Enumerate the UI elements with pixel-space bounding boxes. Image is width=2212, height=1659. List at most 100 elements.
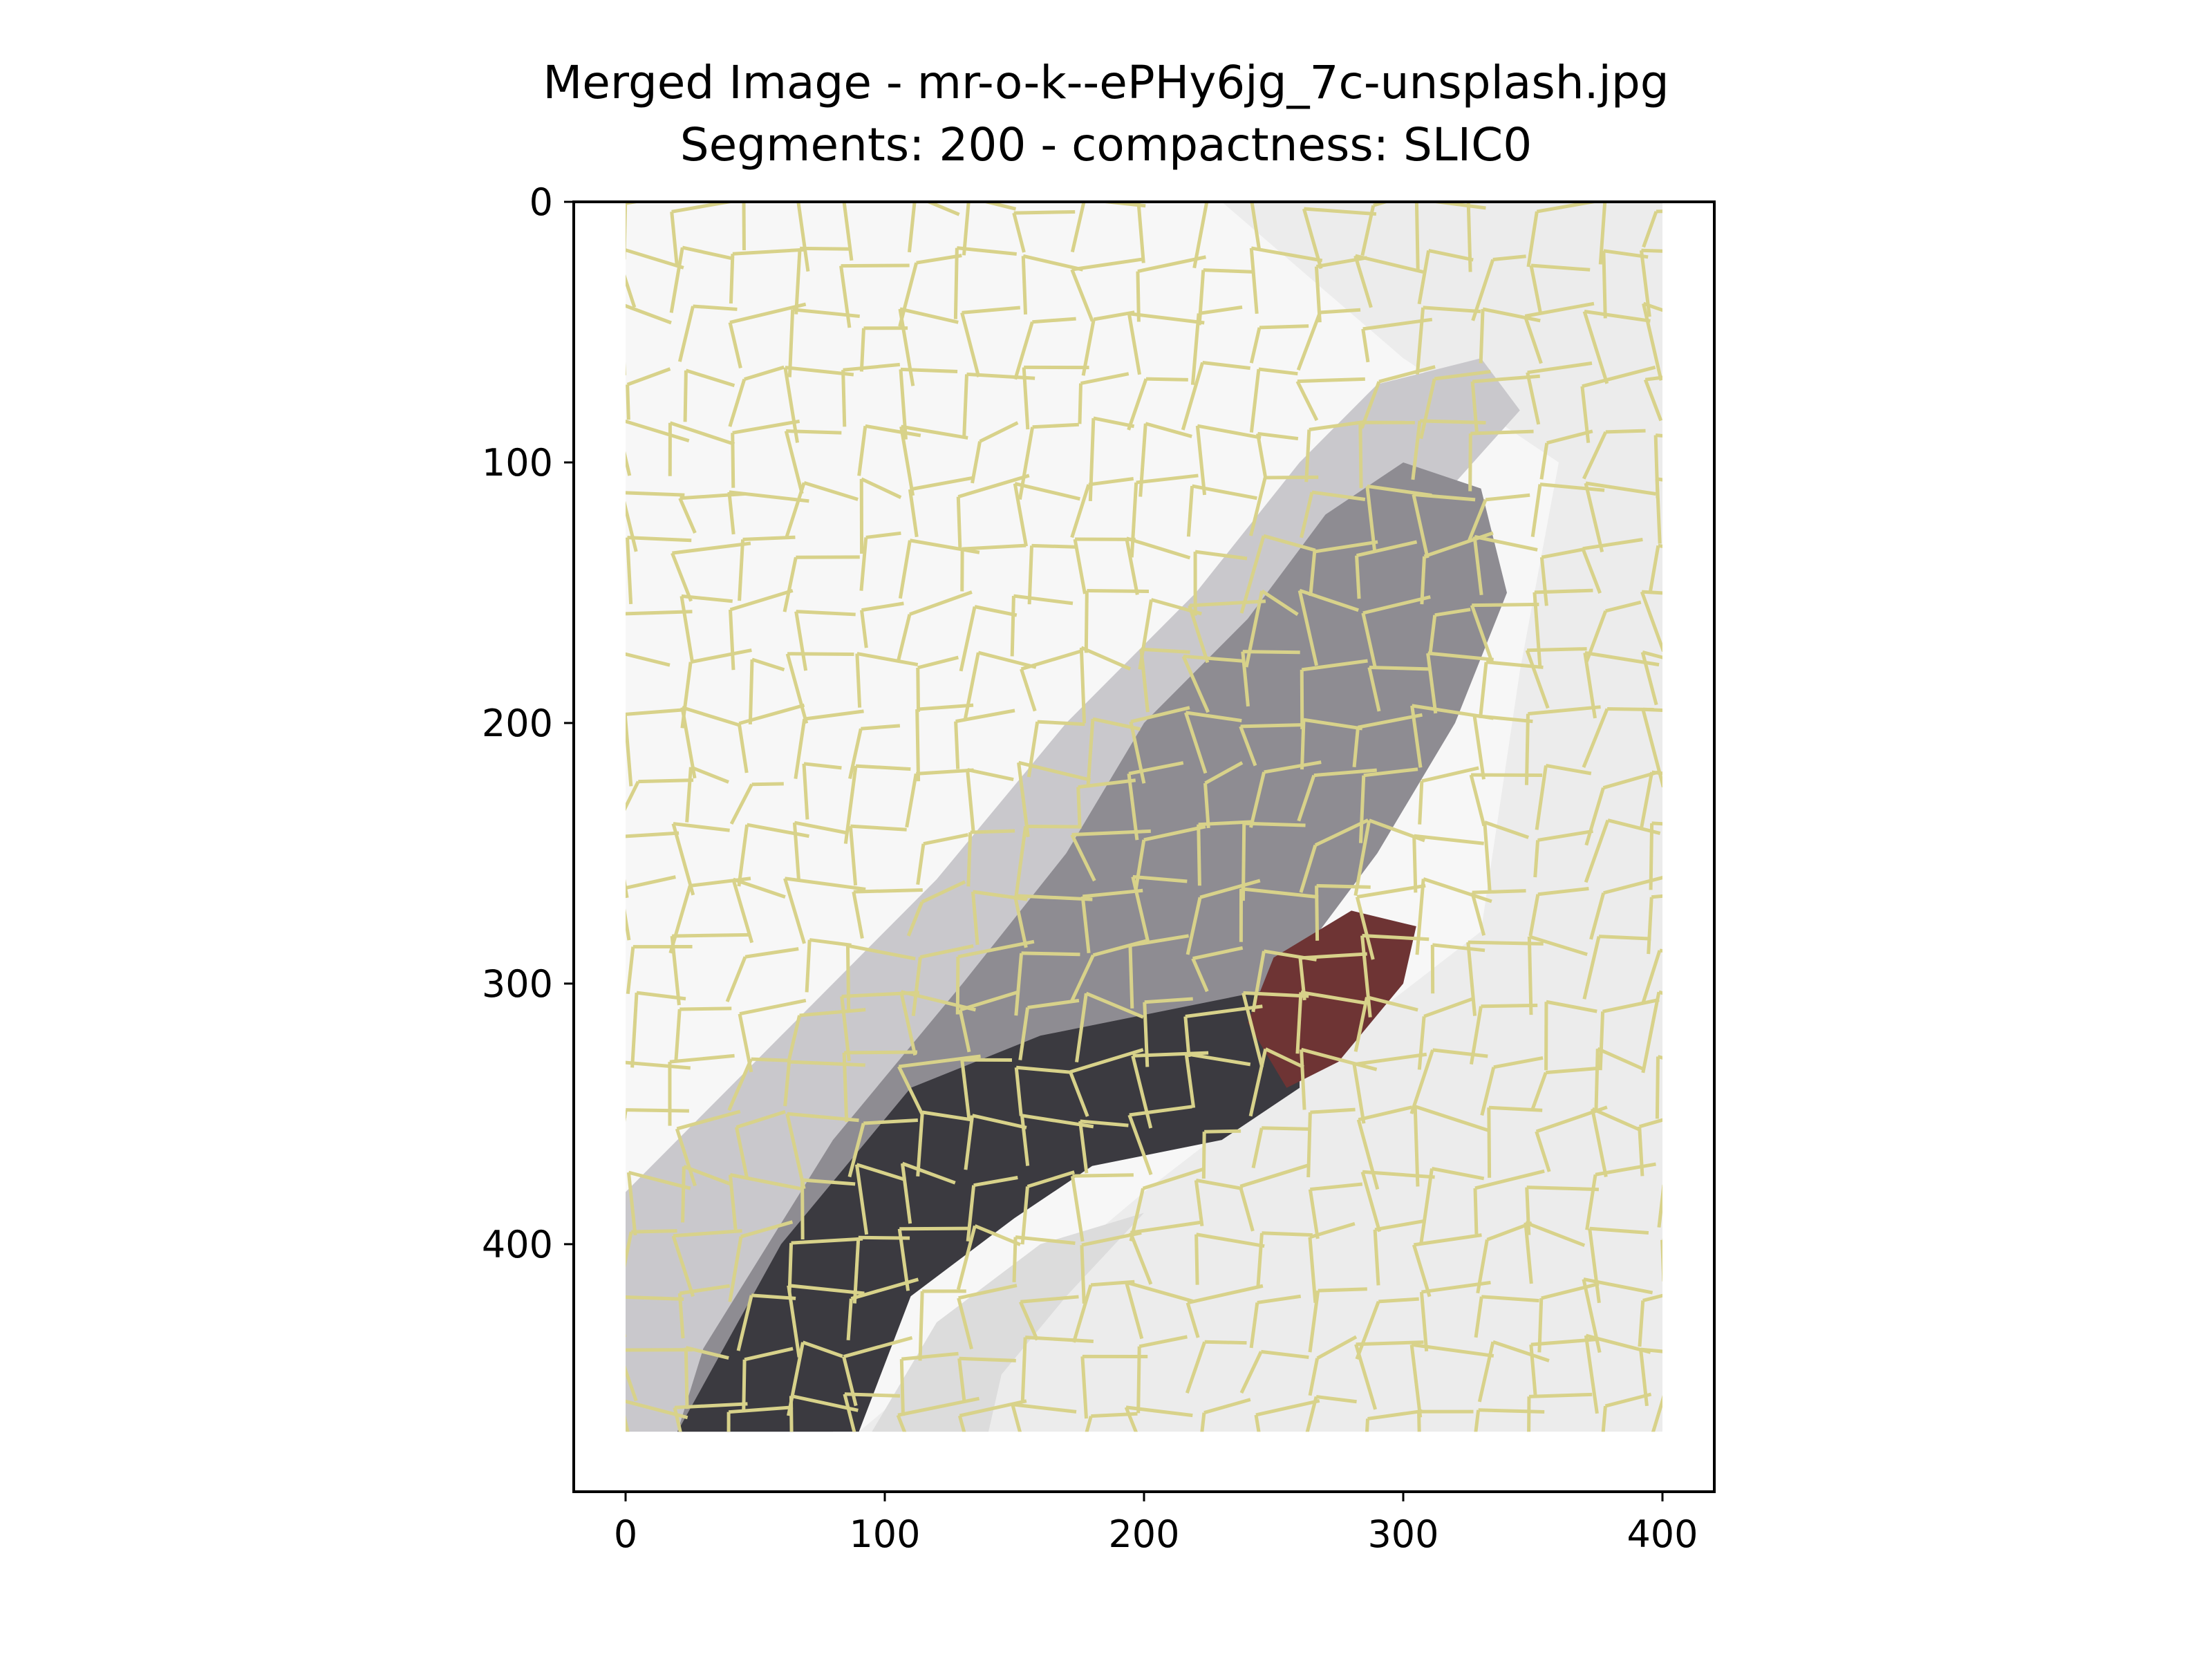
segment-boundary [615, 614, 622, 668]
segment-boundary [727, 491, 735, 535]
segment-boundary [1651, 770, 1662, 776]
segment-boundary [1308, 1358, 1320, 1396]
segment-boundary [800, 246, 852, 251]
segment-boundary [626, 1295, 684, 1301]
segment-boundary [1088, 418, 1096, 502]
segment-boundary [1027, 545, 1034, 605]
segment-boundary [1412, 836, 1418, 893]
segment-boundary [1526, 211, 1539, 268]
segment-boundary [845, 946, 851, 1012]
segment-boundary [1525, 1187, 1531, 1235]
segment-boundary [751, 782, 784, 787]
segment-boundary [626, 500, 638, 552]
segment-boundary [1474, 534, 1538, 552]
y-tick-label: 0 [529, 180, 553, 224]
segment-boundary [1537, 829, 1593, 842]
segment-boundary [1244, 821, 1306, 827]
segment-boundary [1125, 1405, 1193, 1418]
segment-boundary [799, 1008, 866, 1018]
segment-boundary [958, 1009, 971, 1053]
chart-title-line1: Merged Image - mr-o-k--ePHy6jg_7c-unspla… [543, 56, 1669, 109]
segment-boundary [748, 659, 754, 725]
segment-boundary [1533, 840, 1540, 878]
segment-boundary [1527, 361, 1593, 375]
segment-boundary [1434, 370, 1491, 381]
segment-boundary [1589, 892, 1606, 940]
segment-boundary [1185, 1004, 1263, 1018]
segment-boundary [1541, 1282, 1600, 1300]
segment-boundary [1203, 1398, 1251, 1415]
segment-boundary [1136, 1346, 1141, 1414]
segment-boundary [1474, 1169, 1545, 1190]
segment-boundary [1031, 543, 1076, 549]
segment-boundary [744, 947, 799, 959]
segment-boundary [1528, 935, 1588, 957]
segment-boundary [953, 247, 959, 319]
segment-boundary [844, 1392, 901, 1398]
segment-boundary [843, 1335, 913, 1358]
segment-boundary [1244, 590, 1264, 668]
segment-boundary [729, 302, 807, 324]
segment-boundary [1356, 540, 1418, 558]
segment-boundary [1582, 310, 1609, 384]
segment-boundary [908, 489, 919, 538]
segment-boundary [1644, 375, 1662, 382]
segment-boundary [900, 990, 977, 1012]
segment-boundary [626, 780, 640, 812]
segment-boundary [1409, 1344, 1423, 1418]
segment-boundary [898, 308, 915, 386]
segment-boundary [1201, 1132, 1206, 1179]
segment-boundary [729, 254, 735, 304]
segment-boundary [636, 991, 686, 1001]
segment-boundary [729, 588, 794, 612]
segment-boundary [1128, 945, 1134, 1009]
segment-boundary [1130, 482, 1138, 558]
segment-boundary [842, 1356, 858, 1407]
segment-boundary [1360, 205, 1376, 256]
segment-boundary [1134, 839, 1146, 891]
segment-boundary [1300, 720, 1306, 770]
segment-boundary [737, 723, 749, 774]
segment-boundary [1125, 1280, 1194, 1303]
segment-boundary [683, 370, 688, 422]
segment-boundary [673, 1407, 682, 1432]
segment-boundary [1071, 1284, 1093, 1343]
segment-boundary [1019, 1301, 1039, 1341]
segment-boundary [1139, 648, 1150, 713]
segment-boundary [1584, 482, 1604, 553]
segment-boundary [1086, 718, 1095, 788]
segment-boundary [1150, 598, 1202, 616]
segment-boundary [1467, 498, 1488, 543]
segment-boundary [728, 1236, 743, 1302]
segment-boundary [1314, 818, 1369, 847]
segment-boundary [1018, 1007, 1030, 1060]
segment-boundary [1535, 765, 1548, 830]
segment-boundary [861, 477, 902, 499]
segment-boundary [1265, 475, 1319, 480]
segment-boundary [1356, 1340, 1424, 1347]
segment-boundary [1084, 590, 1089, 653]
segment-boundary [674, 1402, 748, 1409]
segment-boundary [1197, 424, 1262, 440]
segment-boundary [1313, 768, 1377, 778]
segment-boundary [1131, 876, 1150, 944]
segment-boundary [1308, 1189, 1320, 1239]
segment-boundary [1183, 1016, 1191, 1058]
segment-boundary [859, 537, 868, 591]
segment-boundary [1301, 659, 1368, 672]
segment-boundary [617, 1297, 625, 1337]
y-tick-label: 100 [482, 441, 553, 485]
segment-boundary [1584, 819, 1610, 883]
segment-boundary [1141, 647, 1190, 654]
segment-boundary [856, 652, 919, 666]
segment-boundary [1638, 1300, 1645, 1347]
segment-boundary [964, 1115, 975, 1170]
segment-boundary [1605, 193, 1640, 196]
segment-boundary [979, 421, 1019, 443]
segment-boundary [1468, 940, 1544, 946]
segment-boundary [1525, 649, 1550, 709]
x-tick-label: 100 [849, 1512, 920, 1556]
segment-boundary [1477, 1341, 1495, 1403]
segment-boundary [915, 709, 921, 782]
segment-boundary [669, 421, 735, 446]
